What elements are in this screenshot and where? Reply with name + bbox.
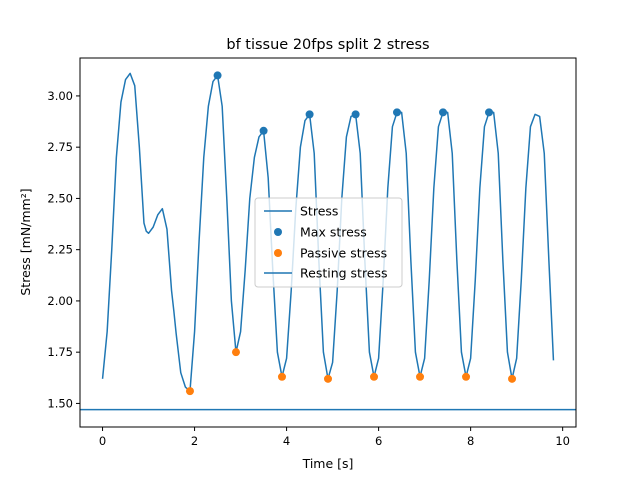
passive-stress-point bbox=[277, 372, 286, 381]
axes-frame bbox=[79, 57, 577, 428]
x-tick-label: 10 bbox=[555, 434, 570, 448]
x-axis-label: Time [s] bbox=[302, 456, 354, 471]
y-tick-label: 3.00 bbox=[47, 89, 73, 103]
x-axis: 0 2 4 6 8 10 bbox=[99, 427, 570, 448]
y-tick-label: 1.50 bbox=[47, 396, 73, 410]
legend-stress-label: Stress bbox=[300, 204, 338, 219]
legend-max-stress-marker bbox=[274, 228, 282, 236]
y-tick-label: 2.00 bbox=[47, 294, 73, 308]
legend-max-stress-label: Max stress bbox=[300, 225, 367, 240]
passive-stress-point bbox=[185, 387, 194, 396]
passive-stress-point bbox=[231, 348, 240, 357]
max-stress-point bbox=[305, 110, 314, 119]
max-stress-point bbox=[393, 108, 402, 117]
y-tick-label: 2.25 bbox=[47, 243, 73, 257]
legend-resting-stress-label: Resting stress bbox=[300, 266, 388, 281]
y-tick-label: 1.75 bbox=[47, 345, 73, 359]
max-stress-point bbox=[259, 126, 268, 135]
legend-frame bbox=[254, 197, 403, 288]
passive-stress-point bbox=[416, 372, 425, 381]
legend-passive-stress-marker bbox=[274, 249, 282, 257]
y-axis-label: Stress [mN/mm²] bbox=[18, 188, 33, 295]
legend: Stress Max stress Passive stress Resting… bbox=[254, 197, 403, 288]
max-stress-point bbox=[351, 110, 360, 119]
passive-stress-point bbox=[508, 374, 517, 383]
plot-area bbox=[80, 71, 576, 411]
passive-stress-point bbox=[370, 372, 379, 381]
max-stress-point bbox=[485, 108, 494, 117]
max-stress-point bbox=[439, 108, 448, 117]
y-axis: 1.50 1.75 2.00 2.25 2.50 2.75 3.00 bbox=[47, 89, 80, 410]
passive-stress-point bbox=[462, 372, 471, 381]
max-stress-point bbox=[213, 71, 222, 80]
x-tick-label: 0 bbox=[99, 434, 106, 448]
passive-stress-point bbox=[324, 374, 332, 383]
y-tick-label: 2.50 bbox=[47, 191, 73, 205]
stress-line bbox=[101, 72, 555, 392]
legend-passive-stress-label: Passive stress bbox=[300, 246, 387, 261]
chart-title: bf tissue 20fps split 2 stress bbox=[226, 37, 429, 53]
x-tick-label: 4 bbox=[283, 434, 290, 448]
x-tick-label: 6 bbox=[375, 434, 382, 448]
x-tick-label: 8 bbox=[467, 434, 474, 448]
x-tick-label: 2 bbox=[191, 434, 198, 448]
y-tick-label: 2.75 bbox=[47, 140, 73, 154]
